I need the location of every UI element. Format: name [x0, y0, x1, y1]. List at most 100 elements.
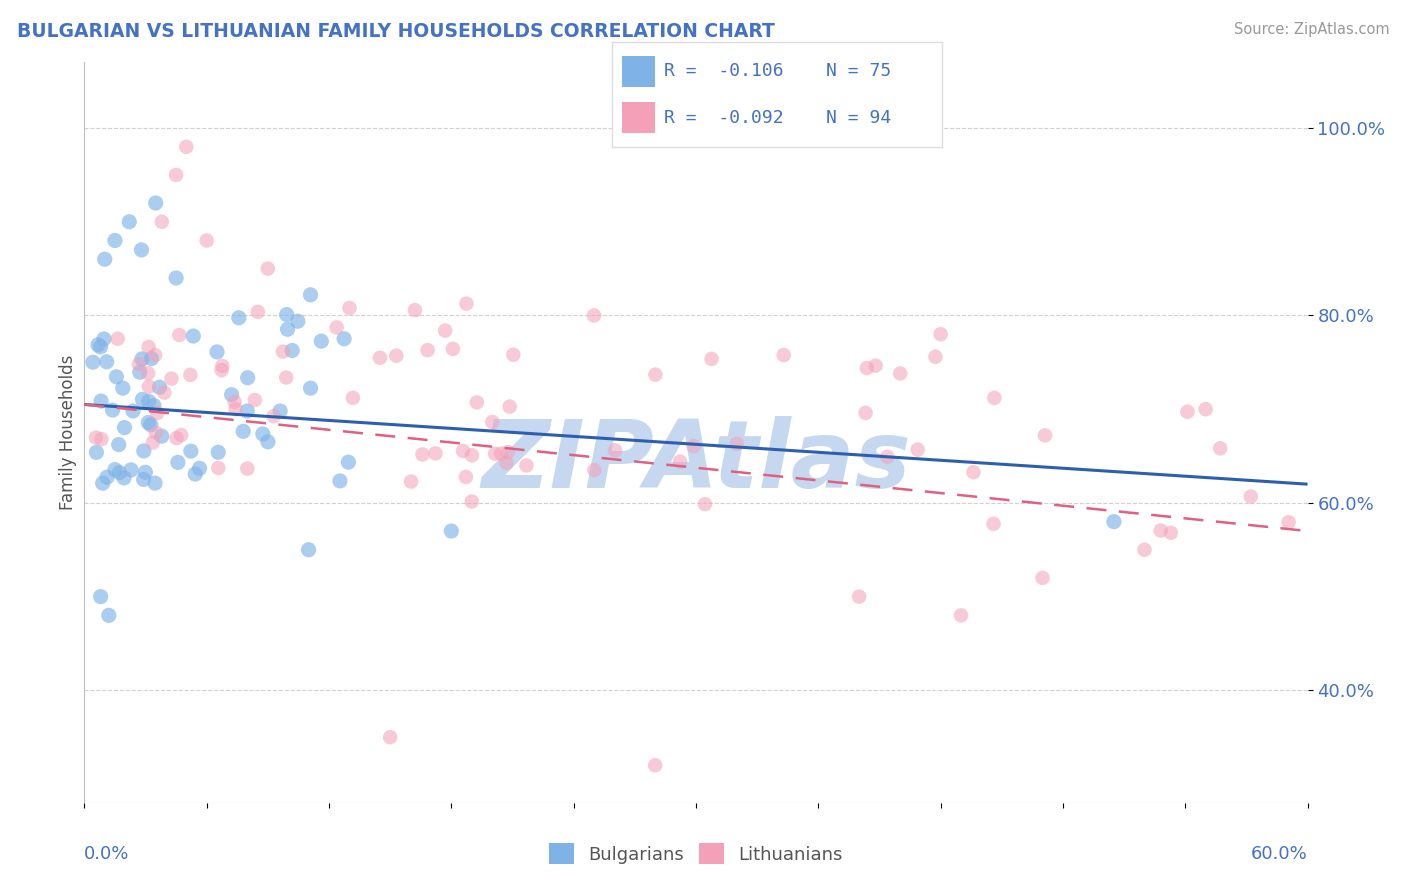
Point	[225, 402, 247, 417]
Point	[134, 465, 156, 479]
Point	[889, 367, 911, 381]
Point	[82, 355, 104, 369]
Point	[188, 461, 211, 475]
Point	[120, 463, 142, 477]
Point	[211, 359, 233, 373]
Point	[145, 196, 167, 211]
Point	[299, 381, 322, 395]
Point	[856, 361, 879, 376]
Point	[456, 296, 478, 310]
Point	[416, 343, 439, 358]
Point	[772, 348, 794, 362]
Point	[90, 394, 112, 409]
Point	[298, 542, 321, 557]
Point	[224, 395, 246, 409]
Point	[195, 234, 218, 248]
Point	[1102, 515, 1125, 529]
Point	[451, 443, 474, 458]
Point	[180, 444, 202, 458]
Point	[515, 458, 537, 473]
Point	[166, 431, 188, 445]
Bar	[621, 102, 655, 134]
Point	[146, 406, 169, 420]
Point	[107, 437, 129, 451]
Point	[122, 404, 145, 418]
Point	[104, 234, 127, 248]
Point	[425, 446, 447, 460]
Point	[276, 308, 298, 322]
Point	[104, 463, 127, 477]
Point	[96, 470, 118, 484]
Point	[112, 471, 135, 485]
Point	[644, 368, 666, 382]
Point	[855, 406, 877, 420]
Point	[583, 309, 606, 323]
Point	[84, 431, 107, 445]
Point	[97, 608, 120, 623]
Point	[132, 444, 155, 458]
Point	[924, 350, 946, 364]
Point	[150, 429, 173, 443]
Point	[228, 310, 250, 325]
Point	[236, 404, 259, 418]
Point	[232, 425, 254, 439]
Point	[263, 409, 285, 424]
Point	[252, 426, 274, 441]
Point	[368, 351, 391, 365]
Point	[257, 261, 280, 276]
Point	[169, 328, 191, 343]
Point	[207, 445, 229, 459]
Text: R =  -0.106: R = -0.106	[665, 62, 785, 80]
Point	[287, 314, 309, 328]
Point	[167, 455, 190, 469]
Point	[143, 348, 166, 362]
Point	[865, 359, 887, 373]
Point	[1209, 442, 1232, 456]
Point	[907, 442, 929, 457]
Point	[165, 168, 187, 182]
Point	[153, 385, 176, 400]
Point	[441, 342, 464, 356]
Point	[90, 590, 112, 604]
Point	[138, 340, 160, 354]
Point	[91, 476, 114, 491]
Point	[207, 461, 229, 475]
Point	[1133, 542, 1156, 557]
Point	[342, 391, 364, 405]
Point	[848, 590, 870, 604]
Point	[669, 454, 692, 468]
Text: R =  -0.092: R = -0.092	[665, 109, 785, 127]
Point	[114, 420, 136, 434]
Point	[101, 403, 124, 417]
Point	[603, 443, 626, 458]
Point	[142, 399, 165, 413]
Point	[461, 448, 484, 462]
Point	[160, 372, 183, 386]
Point	[454, 470, 477, 484]
Point	[141, 351, 163, 366]
Point	[484, 447, 506, 461]
Text: 0.0%: 0.0%	[84, 845, 129, 863]
Text: ZIPAtlas: ZIPAtlas	[481, 417, 911, 508]
Point	[205, 344, 228, 359]
Point	[411, 447, 433, 461]
Point	[107, 332, 129, 346]
Point	[276, 370, 298, 384]
Point	[299, 288, 322, 302]
Point	[277, 322, 299, 336]
Point	[481, 415, 503, 429]
Point	[111, 381, 134, 395]
Point	[181, 329, 204, 343]
Point	[333, 332, 356, 346]
Text: Source: ZipAtlas.com: Source: ZipAtlas.com	[1233, 22, 1389, 37]
Point	[170, 428, 193, 442]
Point	[96, 355, 118, 369]
Point	[236, 370, 259, 384]
Point	[128, 357, 150, 371]
Point	[1150, 524, 1173, 538]
Point	[243, 392, 266, 407]
Point	[138, 379, 160, 393]
Point	[165, 271, 187, 285]
Point	[1033, 428, 1056, 442]
Point	[329, 474, 352, 488]
